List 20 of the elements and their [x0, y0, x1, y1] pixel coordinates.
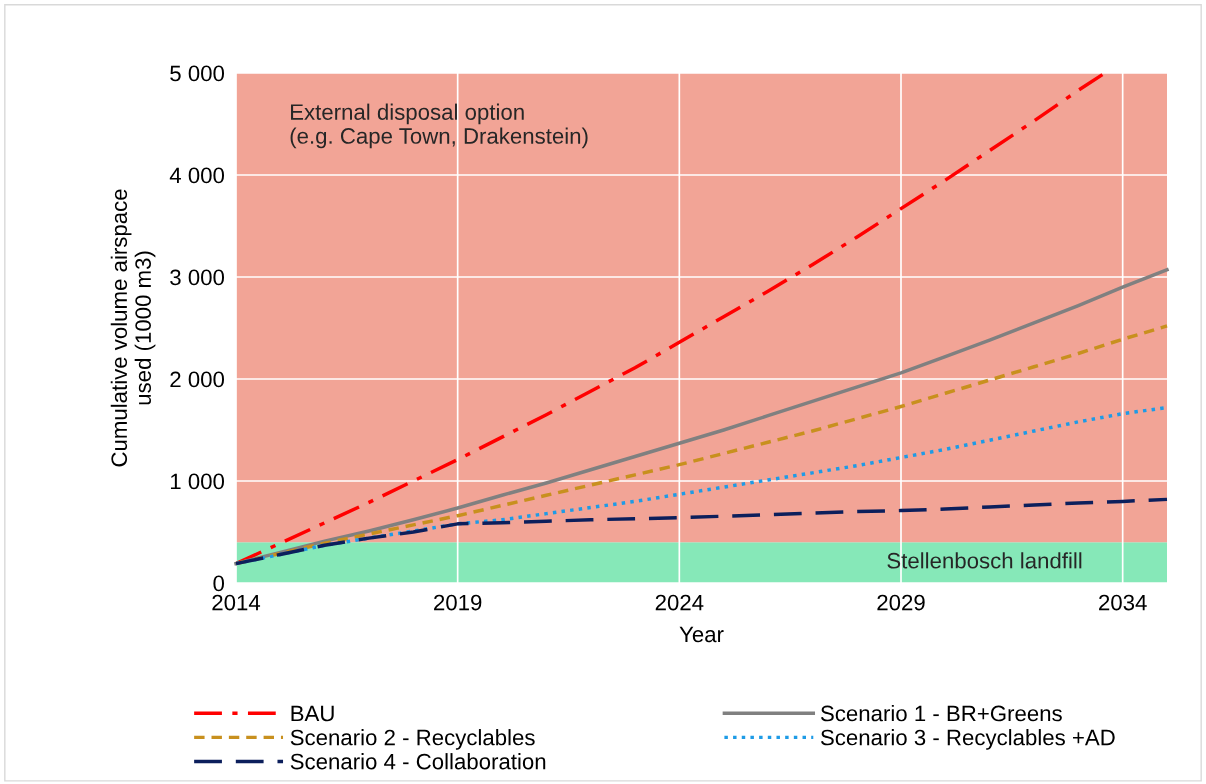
- y-tick-label: 4 000: [169, 167, 225, 184]
- x-tick-label: 2034: [1099, 594, 1147, 611]
- legend-label: Scenario 2 - Recyclables: [290, 729, 535, 750]
- band-label: Stellenbosch landfill: [887, 552, 1082, 569]
- band-label: External disposal option (e.g. Cape Town, Drakenstein): [290, 103, 588, 149]
- x-axis-title: Year: [679, 626, 724, 643]
- y-tick-label: 2 000: [170, 371, 225, 388]
- x-tick-label: 2019: [434, 594, 482, 611]
- y-tick-label: 3 000: [170, 269, 225, 286]
- x-tick-label: 2014: [212, 594, 261, 611]
- y-tick-label: 0: [213, 575, 225, 592]
- x-tick-label: 2029: [877, 594, 925, 611]
- legend-label: Scenario 1 - BR+Greens: [820, 705, 1062, 722]
- y-tick-label: 5 000: [170, 65, 225, 82]
- y-tick-label: 1 000: [170, 473, 225, 490]
- x-tick-label: 2024: [655, 594, 704, 611]
- legend-label: BAU: [291, 705, 334, 722]
- y-axis-title: Cumulative volume airspace used (1000 m3): [110, 189, 156, 467]
- legend-label: Scenario 4 - Collaboration: [290, 753, 546, 770]
- legend-label: Scenario 3 - Recyclables +AD: [820, 729, 1115, 750]
